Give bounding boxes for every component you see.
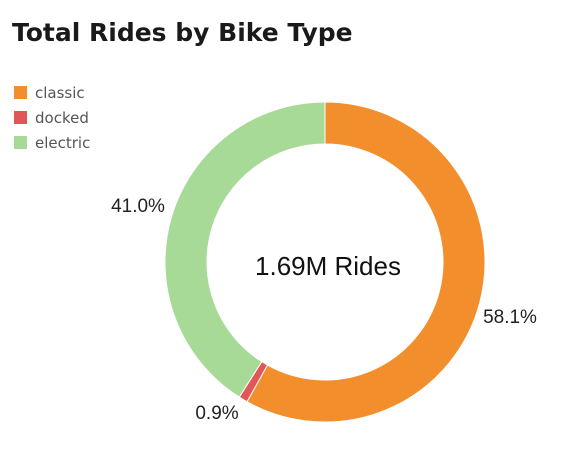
legend-item-docked[interactable]: docked bbox=[14, 105, 90, 130]
slice-label-docked: 0.9% bbox=[195, 403, 238, 424]
legend-swatch-electric bbox=[14, 136, 27, 149]
legend: classic docked electric bbox=[14, 80, 90, 155]
legend-label-electric: electric bbox=[35, 133, 91, 152]
legend-swatch-docked bbox=[14, 111, 27, 124]
legend-item-classic[interactable]: classic bbox=[14, 80, 90, 105]
center-total-label: 1.69M Rides bbox=[255, 251, 401, 281]
slice-label-classic: 58.1% bbox=[483, 307, 537, 328]
legend-swatch-classic bbox=[14, 86, 27, 99]
legend-label-docked: docked bbox=[35, 108, 89, 127]
legend-item-electric[interactable]: electric bbox=[14, 130, 90, 155]
chart-title: Total Rides by Bike Type bbox=[12, 18, 353, 47]
legend-label-classic: classic bbox=[35, 83, 85, 102]
donut-slice-electric[interactable] bbox=[164, 101, 326, 398]
donut-slices bbox=[164, 101, 486, 423]
donut-slice-classic[interactable] bbox=[246, 101, 486, 423]
slice-label-electric: 41.0% bbox=[111, 196, 165, 217]
